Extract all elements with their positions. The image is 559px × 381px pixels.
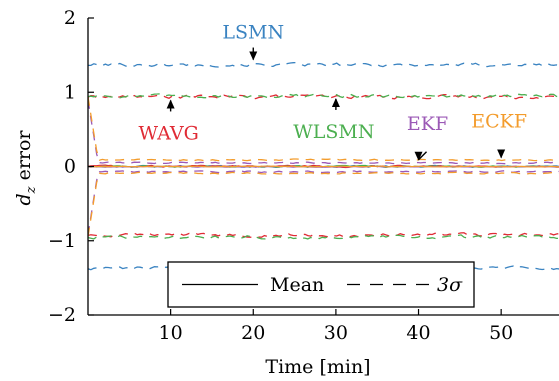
y-tick-label: 0	[64, 156, 76, 178]
svg-text:dz error: dz error	[13, 130, 39, 206]
y-axis-label-rest: error	[13, 130, 35, 187]
y-tick-label: −2	[48, 304, 76, 326]
series-eckf-sigma-upper	[88, 96, 559, 162]
series-wavg-sigma-upper	[88, 93, 559, 100]
annotation-eckf-label: ECKF	[471, 111, 527, 133]
annotation-lsmn-label: LSMN	[222, 22, 284, 44]
annotation-wavg-arrow-head	[166, 99, 175, 109]
annotation-lsmn: LSMN	[222, 22, 284, 61]
y-axis-label: dz error	[13, 130, 39, 206]
series-ekf-sigma-upper	[88, 99, 559, 165]
annotation-ekf-label: EKF	[407, 113, 448, 135]
annotation-wavg: WAVG	[138, 99, 199, 144]
annotation-wavg-label: WAVG	[138, 122, 198, 144]
series-wlsmn-sigma-lower	[88, 234, 559, 240]
annotation-wlsmn-label: WLSMN	[293, 121, 374, 143]
series-eckf-mean	[88, 165, 559, 168]
y-axis-label-sub: z	[24, 186, 39, 194]
series-wavg-sigma-lower	[88, 232, 559, 238]
annotation-wlsmn-arrow-head	[331, 97, 340, 107]
annotation-eckf-arrow-head	[497, 149, 506, 159]
x-axis-label: Time [min]	[265, 356, 370, 378]
series-eckf	[88, 96, 559, 237]
x-tick-label: 40	[406, 322, 430, 344]
series-layer	[88, 61, 559, 272]
series-eckf-sigma-lower	[88, 171, 559, 237]
y-tick-label: −1	[48, 230, 76, 252]
legend-sigma-label: 3σ	[437, 274, 463, 296]
series-ekf-sigma-lower	[88, 170, 559, 236]
y-axis-label-main: d	[13, 193, 35, 205]
y-tick-label: 1	[64, 81, 76, 103]
annotation-eckf: ECKF	[471, 111, 527, 159]
legend: Mean 3σ	[167, 261, 475, 308]
series-wlsmn-sigma-upper	[88, 93, 559, 99]
annotation-lsmn-arrow-head	[249, 51, 258, 61]
annotation-wlsmn: WLSMN	[293, 97, 375, 143]
annotation-ekf-arrow-shaft	[418, 151, 428, 161]
annotation-ekf-arrow-head	[414, 151, 423, 161]
series-lsmn-sigma-upper	[88, 61, 559, 68]
x-tick-label: 30	[324, 322, 348, 344]
x-tick-label: 20	[241, 322, 265, 344]
annotations: LSMN WAVG WLSMN EKF ECKF	[138, 22, 527, 161]
y-tick-label: 2	[64, 7, 76, 29]
legend-mean-label: Mean	[270, 274, 324, 296]
x-tick-label: 50	[489, 322, 513, 344]
annotation-ekf: EKF	[407, 113, 448, 161]
x-tick-label: 10	[159, 322, 183, 344]
